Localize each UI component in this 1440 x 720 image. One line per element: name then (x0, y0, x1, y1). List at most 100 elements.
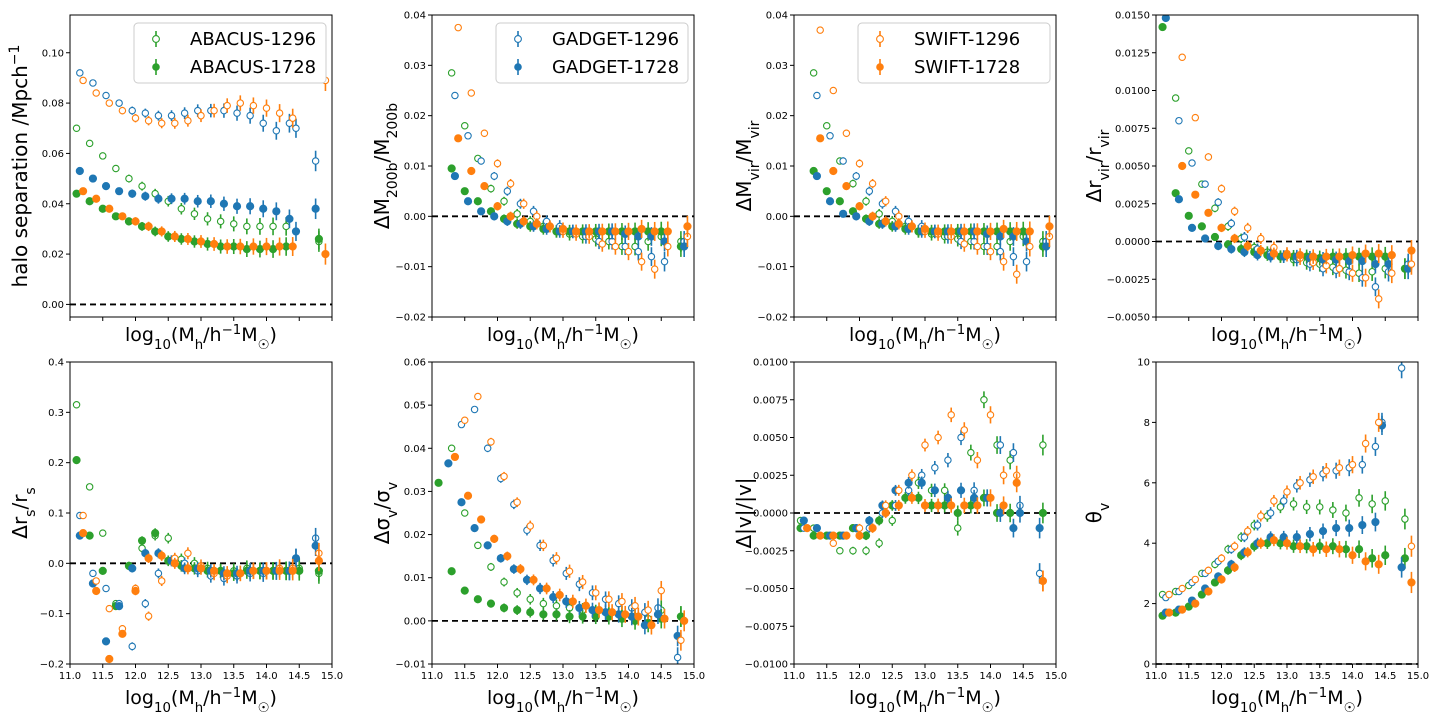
point-open (233, 109, 241, 117)
label-part: vir (747, 120, 763, 138)
point-open (1381, 497, 1390, 505)
point-open (164, 534, 173, 542)
point-filled (1191, 190, 1200, 199)
x-tick-label: 15.0 (1045, 671, 1067, 682)
y-tick-label: −0.1 (40, 609, 64, 620)
label-part: (M (533, 324, 557, 346)
point-open (1217, 554, 1226, 563)
point-open (190, 210, 199, 218)
point-filled (1305, 530, 1315, 539)
point-filled (249, 242, 258, 251)
point-open (203, 215, 212, 223)
point-filled (999, 224, 1008, 234)
y-tick-label: −0.0025 (745, 546, 788, 557)
y-tick-label: −0.01 (395, 660, 426, 671)
point-filled (1345, 524, 1354, 533)
markers (809, 26, 1054, 284)
point-filled (1309, 252, 1318, 261)
legend-label: ABACUS-1296 (190, 29, 316, 50)
point-filled (956, 486, 966, 495)
point-open (249, 101, 258, 110)
point-open (996, 441, 1005, 449)
point-filled (653, 610, 663, 619)
point-open (947, 411, 955, 419)
point-filled (115, 187, 124, 196)
point-open (650, 265, 659, 273)
point-filled (444, 459, 453, 468)
point-filled (1335, 545, 1344, 554)
point-filled (1191, 599, 1200, 608)
point-filled (249, 566, 258, 575)
label-part: ☉ (1344, 701, 1356, 716)
label-part: (M (895, 324, 919, 346)
point-filled (1161, 15, 1170, 23)
label-part: 10 (878, 701, 895, 716)
point-open (875, 539, 883, 547)
point-filled (183, 564, 192, 573)
label-part: v (385, 510, 401, 518)
point-open (141, 599, 150, 608)
label-part: 200b (385, 162, 401, 198)
point-filled (1322, 545, 1331, 554)
point-filled (457, 498, 466, 507)
point-filled (1282, 539, 1292, 548)
point-open (1335, 463, 1344, 472)
legend: SWIFT-1296 SWIFT-1728 (857, 22, 1051, 84)
label-part: /r (1082, 147, 1106, 163)
point-filled (1158, 22, 1167, 32)
point-open (487, 438, 495, 446)
point-open (483, 444, 492, 453)
point-open (1358, 460, 1367, 469)
x-tick-label: 13.0 (190, 671, 212, 682)
point-filled (259, 204, 268, 213)
label-part: /h (1289, 324, 1307, 346)
label-part: M (1327, 324, 1343, 346)
point-open (1276, 503, 1285, 511)
point-filled (842, 182, 851, 191)
panel-theta: 0 2 4 6 8 10 11.0 11.5 12.0 12.5 13.0 13.5 14.0 14.5 1… (1082, 358, 1429, 716)
legend-label: SWIFT-1728 (914, 57, 1020, 78)
point-open (980, 395, 988, 404)
point-filled (1361, 249, 1370, 258)
point-open (171, 119, 179, 127)
label-part: M (965, 324, 981, 346)
point-filled (1009, 524, 1018, 533)
x-axis-label: log10(Mh/h−1M☉) (1211, 686, 1363, 716)
point-filled (157, 227, 166, 236)
point-filled (151, 529, 160, 538)
point-open (677, 636, 685, 645)
point-open (1185, 147, 1193, 155)
point-open (131, 114, 140, 122)
point-filled (141, 192, 150, 201)
point-open (85, 139, 94, 148)
point-filled (881, 217, 890, 226)
y-tick-label: 0.02 (404, 111, 426, 122)
point-open (1217, 184, 1226, 193)
point-open (467, 89, 476, 97)
point-open (1227, 219, 1236, 228)
point-filled (1371, 517, 1380, 527)
x-axis-label: log10(Mh/h−1M☉) (849, 323, 1001, 353)
point-filled (79, 187, 88, 196)
point-open (618, 597, 626, 606)
point-open (598, 240, 607, 248)
point-filled (463, 197, 473, 206)
point-filled (894, 219, 903, 228)
markers (72, 401, 323, 664)
point-filled (875, 516, 884, 525)
point-filled (986, 493, 995, 502)
y-tick-label: 0.03 (404, 487, 426, 498)
y-tick-label: 0.04 (404, 11, 426, 22)
point-filled (131, 217, 140, 226)
x-tick-label: 11.0 (59, 671, 81, 682)
legend-marker-open (152, 35, 160, 43)
point-filled (532, 219, 541, 228)
point-open (1355, 494, 1363, 502)
point-open (197, 111, 205, 120)
point-filled (72, 456, 81, 465)
point-open (519, 200, 528, 208)
point-open (1371, 283, 1380, 291)
y-tick-label: 0.0050 (753, 433, 788, 444)
point-filled (663, 227, 672, 236)
